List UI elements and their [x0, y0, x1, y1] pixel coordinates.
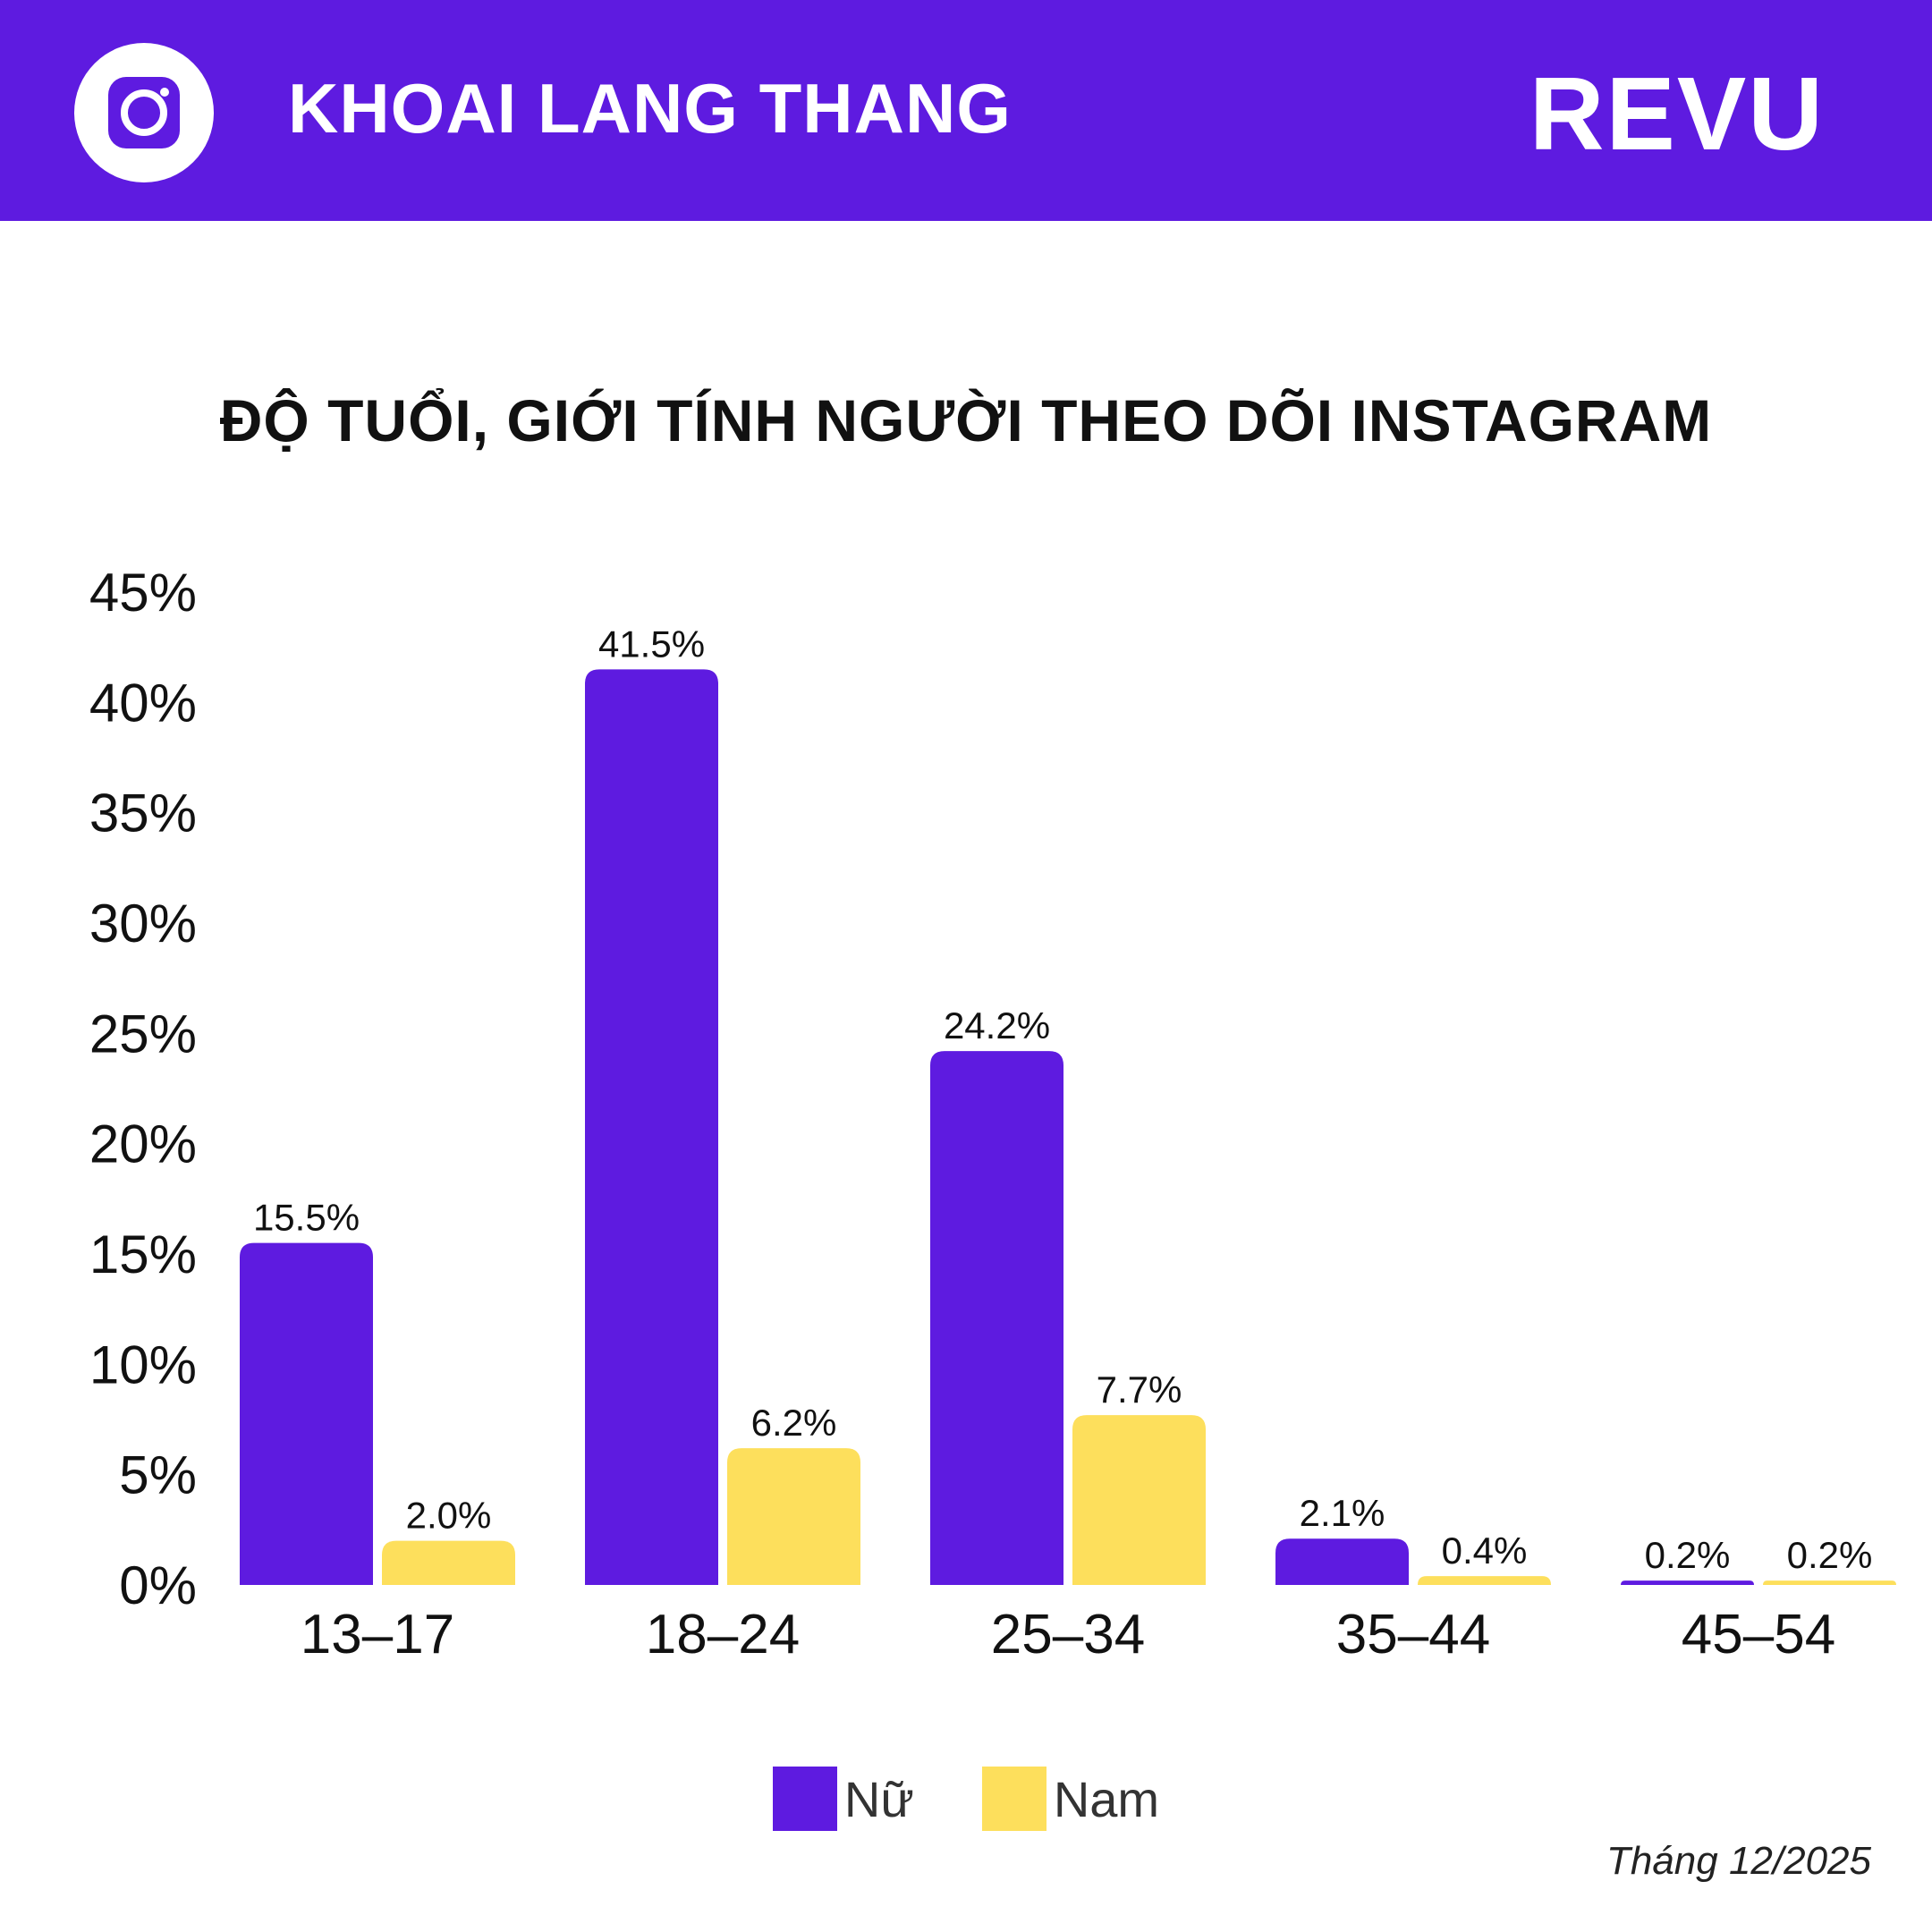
x-tick-label: 35–44 — [1336, 1604, 1490, 1665]
x-tick-label: 18–24 — [646, 1604, 800, 1665]
data-label: 0.2% — [1645, 1534, 1731, 1576]
y-tick-label: 40% — [89, 673, 197, 733]
data-label: 6.2% — [751, 1402, 837, 1444]
data-label: 15.5% — [253, 1197, 360, 1239]
data-label: 2.1% — [1300, 1492, 1385, 1534]
y-tick-label: 0% — [119, 1555, 197, 1615]
brand-name: KHOAI LANG THANG — [288, 69, 1012, 148]
y-tick-label: 20% — [89, 1114, 197, 1174]
bar-nam — [1072, 1415, 1206, 1585]
instagram-icon — [74, 43, 214, 182]
legend-label-nu: Nữ — [843, 1770, 914, 1827]
bar-nam — [1418, 1576, 1551, 1585]
data-label: 0.4% — [1442, 1530, 1528, 1572]
y-tick-label: 5% — [119, 1445, 197, 1505]
y-tick-label: 35% — [89, 784, 197, 843]
legend-item-nam: Nam — [981, 1767, 1160, 1831]
revu-logo: REVU — [1529, 55, 1825, 172]
y-tick-label: 30% — [89, 894, 197, 953]
legend-swatch-nam — [981, 1767, 1046, 1831]
header-bar: KHOAI LANG THANG REVU — [0, 0, 1932, 221]
bar-nam — [727, 1448, 860, 1585]
x-tick-label: 45–54 — [1682, 1604, 1835, 1665]
data-label: 0.2% — [1787, 1534, 1873, 1576]
x-tick-label: 25–34 — [991, 1604, 1145, 1665]
chart-title: ĐỘ TUỔI, GIỚI TÍNH NGƯỜI THEO DÕI INSTAG… — [219, 387, 1713, 453]
data-label: 7.7% — [1097, 1368, 1182, 1411]
bar-nu — [585, 669, 718, 1585]
bar-nu — [1275, 1538, 1409, 1585]
y-tick-label: 15% — [89, 1224, 197, 1284]
chart-legend: Nữ Nam — [0, 1767, 1932, 1831]
y-tick-label: 45% — [89, 563, 197, 623]
bar-nu — [1621, 1580, 1754, 1585]
legend-item-nu: Nữ — [772, 1767, 914, 1831]
bar-nu — [930, 1051, 1063, 1585]
bar-nu — [240, 1242, 373, 1585]
data-label: 24.2% — [944, 1004, 1050, 1046]
x-tick-label: 13–17 — [301, 1604, 454, 1665]
y-tick-label: 25% — [89, 1004, 197, 1063]
y-tick-label: 10% — [89, 1335, 197, 1394]
legend-label-nam: Nam — [1053, 1770, 1160, 1827]
date-note: Tháng 12/2025 — [1606, 1839, 1871, 1883]
bar-nam — [382, 1540, 515, 1585]
legend-swatch-nu — [772, 1767, 837, 1831]
data-label: 41.5% — [598, 623, 705, 665]
data-label: 2.0% — [406, 1495, 492, 1537]
bar-nam — [1763, 1580, 1896, 1585]
